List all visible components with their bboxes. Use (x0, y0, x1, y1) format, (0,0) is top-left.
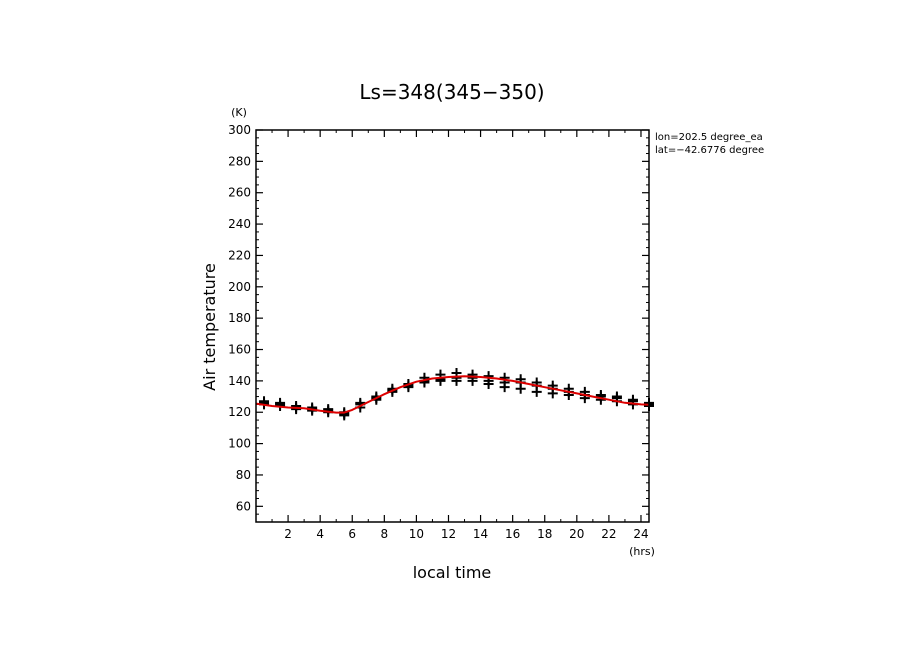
x-tick-label: 20 (569, 527, 584, 541)
y-axis-label: Air temperature (200, 263, 219, 391)
x-tick-label: 10 (409, 527, 424, 541)
y-tick-label: 60 (236, 499, 251, 513)
x-unit-label: (hrs) (629, 545, 655, 558)
data-point-marker (483, 371, 494, 382)
x-tick-label: 12 (441, 527, 456, 541)
y-tick-label: 200 (228, 280, 251, 294)
y-tick-label: 260 (228, 186, 251, 200)
y-tick-label: 240 (228, 217, 251, 231)
x-tick-label: 8 (381, 527, 389, 541)
y-tick-label: 300 (228, 123, 251, 137)
y-tick-label: 160 (228, 343, 251, 357)
data-point-marker (499, 382, 510, 393)
y-tick-label: 80 (236, 468, 251, 482)
y-tick-label: 280 (228, 154, 251, 168)
y-tick-label: 140 (228, 374, 251, 388)
data-point-marker (531, 386, 542, 397)
x-tick-label: 16 (505, 527, 520, 541)
annotation-lat: lat=−42.6776 degree (655, 145, 764, 156)
x-tick-label: 6 (348, 527, 356, 541)
data-point-marker (611, 391, 622, 402)
data-point-marker (499, 372, 510, 383)
chart-title: Ls=348(345−350) (359, 80, 544, 104)
annotation-lon: lon=202.5 degree_ea (655, 132, 763, 143)
y-tick-label: 180 (228, 311, 251, 325)
data-point-marker (467, 369, 478, 380)
data-point-marker (515, 383, 526, 394)
y-tick-label: 220 (228, 248, 251, 262)
x-tick-label: 14 (473, 527, 488, 541)
y-unit-label: (K) (231, 106, 247, 119)
plot-frame (255, 129, 650, 523)
x-axis-label: local time (413, 563, 492, 582)
x-tick-label: 18 (537, 527, 552, 541)
y-tick-label: 120 (228, 405, 251, 419)
mean-curve-line (255, 375, 650, 414)
x-tick-label: 2 (284, 527, 292, 541)
x-tick-label: 4 (316, 527, 324, 541)
x-tick-label: 22 (601, 527, 616, 541)
data-point-marker (307, 402, 318, 413)
y-tick-label: 100 (228, 437, 251, 451)
x-tick-label: 24 (633, 527, 648, 541)
data-point-marker (291, 400, 302, 411)
